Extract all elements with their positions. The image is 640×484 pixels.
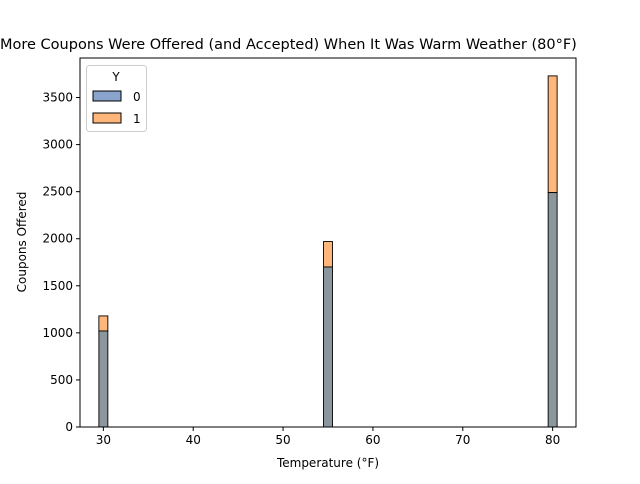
legend-label-0: 0 <box>133 90 141 104</box>
y-tick-label-2500: 2500 <box>42 185 73 199</box>
y-tick-label-1500: 1500 <box>42 279 73 293</box>
x-tick-label-30: 30 <box>96 433 111 447</box>
x-tick-label-80: 80 <box>545 433 560 447</box>
bar-y1-55 <box>323 241 333 268</box>
x-tick-label-50: 50 <box>275 433 290 447</box>
legend-label-1: 1 <box>133 112 141 126</box>
y-axis: 0 500 1000 1500 2000 2500 3000 3500 <box>42 91 80 434</box>
y-tick-label-3500: 3500 <box>42 91 73 105</box>
x-tick-label-70: 70 <box>455 433 470 447</box>
y-tick-label-3000: 3000 <box>42 138 73 152</box>
bar-y0-55 <box>323 266 333 428</box>
legend-swatch-1 <box>92 112 122 124</box>
x-tick-label-40: 40 <box>186 433 201 447</box>
plot-area <box>79 57 577 428</box>
x-tick-label-60: 60 <box>365 433 380 447</box>
x-axis: 30 40 50 60 70 80 <box>96 427 560 447</box>
bar-y0-30 <box>98 330 109 428</box>
x-axis-label: Temperature (°F) <box>276 456 379 470</box>
bar-y1-80 <box>547 75 558 194</box>
legend-swatch-0 <box>92 90 122 102</box>
y-tick-label-2000: 2000 <box>42 232 73 246</box>
y-tick-label-1000: 1000 <box>42 326 73 340</box>
bar-y0-80 <box>547 192 558 428</box>
plot-frame <box>79 57 577 428</box>
y-tick-label-0: 0 <box>65 420 73 434</box>
legend: Y 0 1 <box>86 65 147 132</box>
bar-y1-30 <box>98 315 109 332</box>
y-tick-label-500: 500 <box>50 373 73 387</box>
chart-title: More Coupons Were Offered (and Accepted)… <box>0 37 577 53</box>
legend-title: Y <box>111 70 120 84</box>
y-axis-label: Coupons Offered <box>15 192 29 293</box>
